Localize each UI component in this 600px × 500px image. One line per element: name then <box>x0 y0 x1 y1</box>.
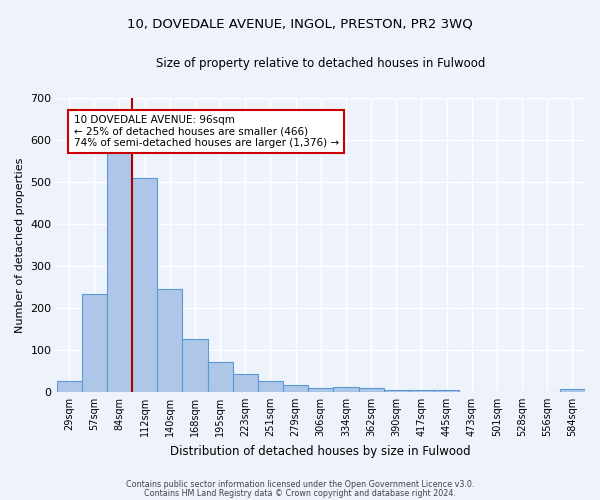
Bar <box>334 388 359 392</box>
Bar <box>182 339 208 392</box>
Bar <box>258 381 283 392</box>
Text: 10 DOVEDALE AVENUE: 96sqm
← 25% of detached houses are smaller (466)
74% of semi: 10 DOVEDALE AVENUE: 96sqm ← 25% of detac… <box>74 115 339 148</box>
Bar <box>157 290 182 392</box>
Bar <box>560 390 585 392</box>
Bar <box>308 388 334 392</box>
Y-axis label: Number of detached properties: Number of detached properties <box>15 158 25 332</box>
X-axis label: Distribution of detached houses by size in Fulwood: Distribution of detached houses by size … <box>170 444 471 458</box>
Bar <box>383 390 409 392</box>
Bar <box>359 388 383 392</box>
Bar <box>283 385 308 392</box>
Bar <box>132 178 157 392</box>
Bar <box>56 381 82 392</box>
Text: Contains HM Land Registry data © Crown copyright and database right 2024.: Contains HM Land Registry data © Crown c… <box>144 488 456 498</box>
Bar <box>107 144 132 392</box>
Bar <box>409 390 434 392</box>
Text: Contains public sector information licensed under the Open Government Licence v3: Contains public sector information licen… <box>126 480 474 489</box>
Text: 10, DOVEDALE AVENUE, INGOL, PRESTON, PR2 3WQ: 10, DOVEDALE AVENUE, INGOL, PRESTON, PR2… <box>127 18 473 30</box>
Bar <box>233 374 258 392</box>
Bar <box>208 362 233 392</box>
Title: Size of property relative to detached houses in Fulwood: Size of property relative to detached ho… <box>156 58 485 70</box>
Bar <box>82 294 107 392</box>
Bar <box>434 390 459 392</box>
